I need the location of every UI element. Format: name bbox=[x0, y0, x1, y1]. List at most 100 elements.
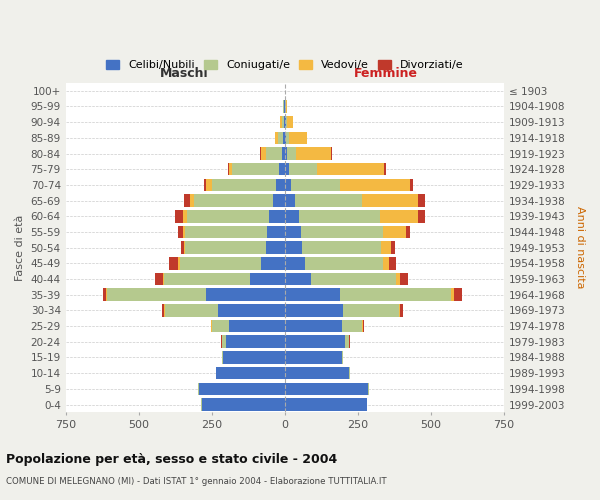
Text: Maschi: Maschi bbox=[160, 66, 208, 80]
Bar bbox=[406, 226, 410, 238]
Text: Femmine: Femmine bbox=[353, 66, 418, 80]
Bar bbox=[182, 226, 185, 238]
Bar bbox=[296, 148, 331, 160]
Bar bbox=[279, 163, 285, 175]
Bar bbox=[106, 288, 107, 301]
Text: COMUNE DI MELEGNANO (MI) - Dati ISTAT 1° gennaio 2004 - Elaborazione TUTTITALIA.: COMUNE DI MELEGNANO (MI) - Dati ISTAT 1°… bbox=[6, 478, 386, 486]
Bar bbox=[280, 116, 281, 128]
Bar bbox=[286, 100, 287, 112]
Bar bbox=[284, 116, 285, 128]
Bar bbox=[165, 304, 218, 316]
Bar bbox=[340, 178, 410, 191]
Bar bbox=[289, 163, 317, 175]
Bar bbox=[163, 273, 164, 285]
Bar bbox=[368, 382, 369, 395]
Bar bbox=[222, 351, 223, 364]
Bar bbox=[181, 242, 184, 254]
Bar bbox=[202, 398, 285, 411]
Bar bbox=[229, 163, 232, 175]
Bar bbox=[285, 304, 343, 316]
Bar bbox=[384, 163, 386, 175]
Bar bbox=[266, 148, 282, 160]
Bar bbox=[185, 242, 266, 254]
Bar bbox=[285, 226, 301, 238]
Y-axis label: Fasce di età: Fasce di età bbox=[15, 214, 25, 281]
Bar bbox=[381, 242, 391, 254]
Bar bbox=[203, 178, 206, 191]
Bar bbox=[345, 336, 349, 348]
Bar bbox=[286, 116, 287, 128]
Bar bbox=[285, 210, 299, 222]
Bar bbox=[380, 210, 418, 222]
Bar bbox=[391, 242, 395, 254]
Bar bbox=[285, 148, 287, 160]
Bar bbox=[342, 320, 362, 332]
Bar bbox=[285, 398, 367, 411]
Bar bbox=[185, 226, 267, 238]
Bar bbox=[266, 242, 285, 254]
Bar bbox=[103, 288, 106, 301]
Bar bbox=[454, 288, 461, 301]
Bar bbox=[223, 351, 285, 364]
Bar bbox=[275, 132, 278, 144]
Bar bbox=[206, 288, 285, 301]
Bar bbox=[363, 320, 364, 332]
Bar bbox=[290, 178, 340, 191]
Bar bbox=[383, 257, 389, 270]
Bar bbox=[285, 351, 342, 364]
Bar bbox=[190, 194, 194, 207]
Bar bbox=[216, 367, 285, 380]
Bar bbox=[250, 273, 285, 285]
Bar bbox=[286, 132, 289, 144]
Bar bbox=[260, 148, 266, 160]
Bar bbox=[228, 163, 229, 175]
Bar bbox=[285, 382, 368, 395]
Bar bbox=[199, 382, 285, 395]
Bar bbox=[229, 320, 285, 332]
Bar bbox=[212, 320, 229, 332]
Bar bbox=[285, 132, 286, 144]
Bar bbox=[400, 273, 407, 285]
Bar bbox=[232, 163, 279, 175]
Bar bbox=[276, 178, 285, 191]
Bar bbox=[269, 210, 285, 222]
Bar bbox=[194, 194, 273, 207]
Bar bbox=[218, 304, 285, 316]
Bar bbox=[262, 257, 285, 270]
Bar bbox=[301, 226, 383, 238]
Bar bbox=[285, 116, 286, 128]
Bar bbox=[184, 242, 185, 254]
Bar bbox=[178, 257, 179, 270]
Bar bbox=[273, 194, 285, 207]
Bar bbox=[226, 336, 285, 348]
Bar bbox=[396, 273, 400, 285]
Bar bbox=[287, 116, 293, 128]
Bar bbox=[305, 257, 383, 270]
Bar bbox=[383, 226, 406, 238]
Bar bbox=[362, 194, 418, 207]
Bar bbox=[198, 382, 199, 395]
Bar bbox=[267, 226, 285, 238]
Bar bbox=[187, 210, 269, 222]
Bar bbox=[222, 336, 226, 348]
Bar bbox=[285, 336, 345, 348]
Bar bbox=[285, 320, 342, 332]
Bar bbox=[343, 304, 399, 316]
Bar bbox=[184, 194, 190, 207]
Bar bbox=[340, 288, 451, 301]
Bar bbox=[451, 288, 454, 301]
Bar bbox=[299, 210, 380, 222]
Bar bbox=[285, 288, 340, 301]
Bar bbox=[282, 148, 285, 160]
Bar bbox=[302, 242, 381, 254]
Bar bbox=[418, 210, 425, 222]
Bar bbox=[289, 132, 307, 144]
Bar bbox=[285, 273, 311, 285]
Bar bbox=[410, 178, 413, 191]
Bar bbox=[182, 210, 187, 222]
Bar bbox=[295, 194, 362, 207]
Bar bbox=[399, 304, 400, 316]
Bar bbox=[107, 288, 206, 301]
Bar bbox=[285, 194, 295, 207]
Bar bbox=[418, 194, 425, 207]
